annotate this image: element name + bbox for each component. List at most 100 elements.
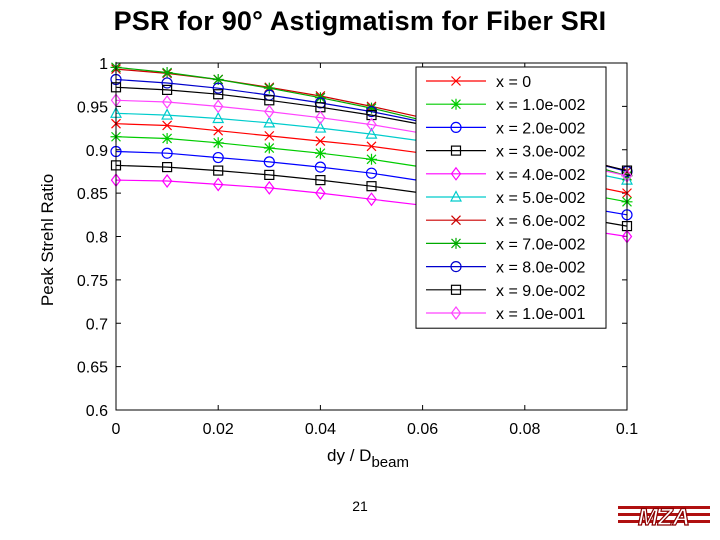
data-point	[263, 116, 276, 128]
data-point	[161, 147, 173, 159]
legend-entry: x = 5.0e-002	[426, 190, 586, 207]
x-tick-label: 0.1	[616, 421, 638, 438]
legend-label: x = 2.0e-002	[496, 120, 586, 137]
legend-label: x = 7.0e-002	[496, 236, 586, 253]
x-axis-label: dy / Dbeam	[327, 446, 409, 471]
y-tick-label: 0.9	[86, 143, 108, 160]
x-tick-label: 0.08	[509, 421, 540, 438]
legend-entry: x = 2.0e-002	[426, 120, 586, 137]
data-point	[161, 95, 173, 110]
x-tick-label: 0.04	[305, 421, 336, 438]
plot-frame	[115, 62, 628, 411]
legend-marker	[450, 98, 462, 110]
y-tick-label: 0.6	[86, 403, 108, 420]
y-tick-label: 0.65	[77, 360, 108, 377]
data-point	[366, 153, 377, 165]
y-tick-label: 0.85	[77, 186, 108, 203]
data-point	[161, 67, 173, 79]
data-point	[365, 167, 378, 179]
data-point	[366, 117, 377, 132]
legend-entry: x = 1.0e-002	[426, 97, 586, 114]
data-point	[161, 132, 173, 144]
data-point	[315, 110, 326, 125]
y-axis-label: Peak Strehl Ratio	[38, 174, 57, 306]
x-tick-label: 0.06	[407, 421, 438, 438]
legend-entry: x = 8.0e-002	[426, 260, 586, 277]
legend-marker	[451, 76, 461, 86]
legend-entry: x = 7.0e-002	[426, 236, 586, 253]
data-point	[161, 108, 174, 120]
legend-label: x = 8.0e-002	[496, 260, 586, 277]
legend-label: x = 1.0e-001	[496, 306, 586, 323]
data-point	[162, 120, 173, 131]
legend-marker	[450, 121, 462, 134]
legend-marker	[450, 166, 462, 181]
data-point	[315, 136, 326, 146]
legend-label: x = 9.0e-002	[496, 283, 586, 300]
legend-entry: x = 0	[426, 74, 531, 91]
y-tick-label: 0.75	[77, 273, 108, 290]
data-point	[314, 161, 326, 173]
data-point	[366, 192, 377, 207]
legend-marker	[450, 190, 462, 202]
legend-label: x = 1.0e-002	[496, 97, 586, 114]
x-tick-label: 0.02	[203, 421, 234, 438]
data-point	[212, 82, 224, 94]
page-number: 21	[352, 498, 368, 514]
legend: x = 0 x = 1.0e-002 x = 2.0e-002 x = 3.0e-00…	[415, 66, 607, 329]
data-point	[264, 169, 275, 181]
legend-label: x = 4.0e-002	[496, 167, 586, 184]
legend-marker	[451, 215, 461, 226]
mza-logo: MZA	[618, 503, 710, 530]
legend-entry: x = 3.0e-002	[426, 144, 586, 161]
data-point	[365, 127, 378, 139]
y-tick-label: 0.95	[77, 99, 108, 116]
legend-entry: x = 6.0e-002	[426, 213, 586, 230]
data-point	[212, 111, 225, 124]
data-point	[212, 99, 224, 114]
data-point	[212, 73, 224, 85]
data-point	[314, 121, 327, 133]
data-point	[263, 156, 275, 168]
legend-marker	[450, 237, 462, 249]
data-point	[162, 162, 173, 173]
legend-entry: x = 1.0e-001	[426, 306, 586, 323]
data-point	[213, 165, 224, 176]
legend-entry: x = 9.0e-002	[426, 283, 586, 300]
legend-marker	[450, 145, 462, 156]
data-point	[315, 175, 326, 186]
data-point	[263, 142, 275, 154]
tick-labels: 0 0.02 0.04 0.06 0.08 0.1 0.6 0.65 0.7 0.75 0.8 0.8…	[77, 56, 638, 438]
data-point	[314, 147, 326, 159]
data-point	[264, 180, 275, 195]
data-point	[213, 89, 224, 100]
y-tick-label: 0.8	[86, 230, 108, 247]
legend-label: x = 5.0e-002	[496, 190, 586, 207]
data-point	[161, 173, 173, 188]
y-tick-label: 0.7	[86, 316, 108, 333]
data-point	[212, 137, 224, 149]
legend-box	[415, 66, 607, 329]
x-axis-label-subscript: beam	[371, 454, 409, 471]
x-axis-label-main: dy / D	[327, 446, 371, 465]
axes-frame	[115, 62, 628, 411]
legend-label: x = 3.0e-002	[496, 144, 586, 161]
legend-marker	[450, 306, 462, 320]
data-point	[161, 77, 173, 89]
data-point	[212, 177, 224, 192]
data-point	[366, 181, 377, 192]
legend-entry: x = 4.0e-002	[426, 166, 586, 184]
data-point	[264, 130, 275, 141]
data-point	[315, 186, 326, 201]
x-tick-label: 0	[112, 421, 121, 438]
data-point	[213, 125, 224, 136]
legend-marker	[450, 284, 462, 295]
data-point	[162, 84, 173, 95]
legend-marker	[450, 261, 462, 273]
data-point	[366, 141, 377, 152]
data-point	[263, 82, 275, 94]
slide-title: PSR for 90° Astigmatism for Fiber SRI	[113, 6, 607, 36]
y-tick-label: 1	[99, 56, 108, 73]
data-point	[366, 102, 377, 114]
